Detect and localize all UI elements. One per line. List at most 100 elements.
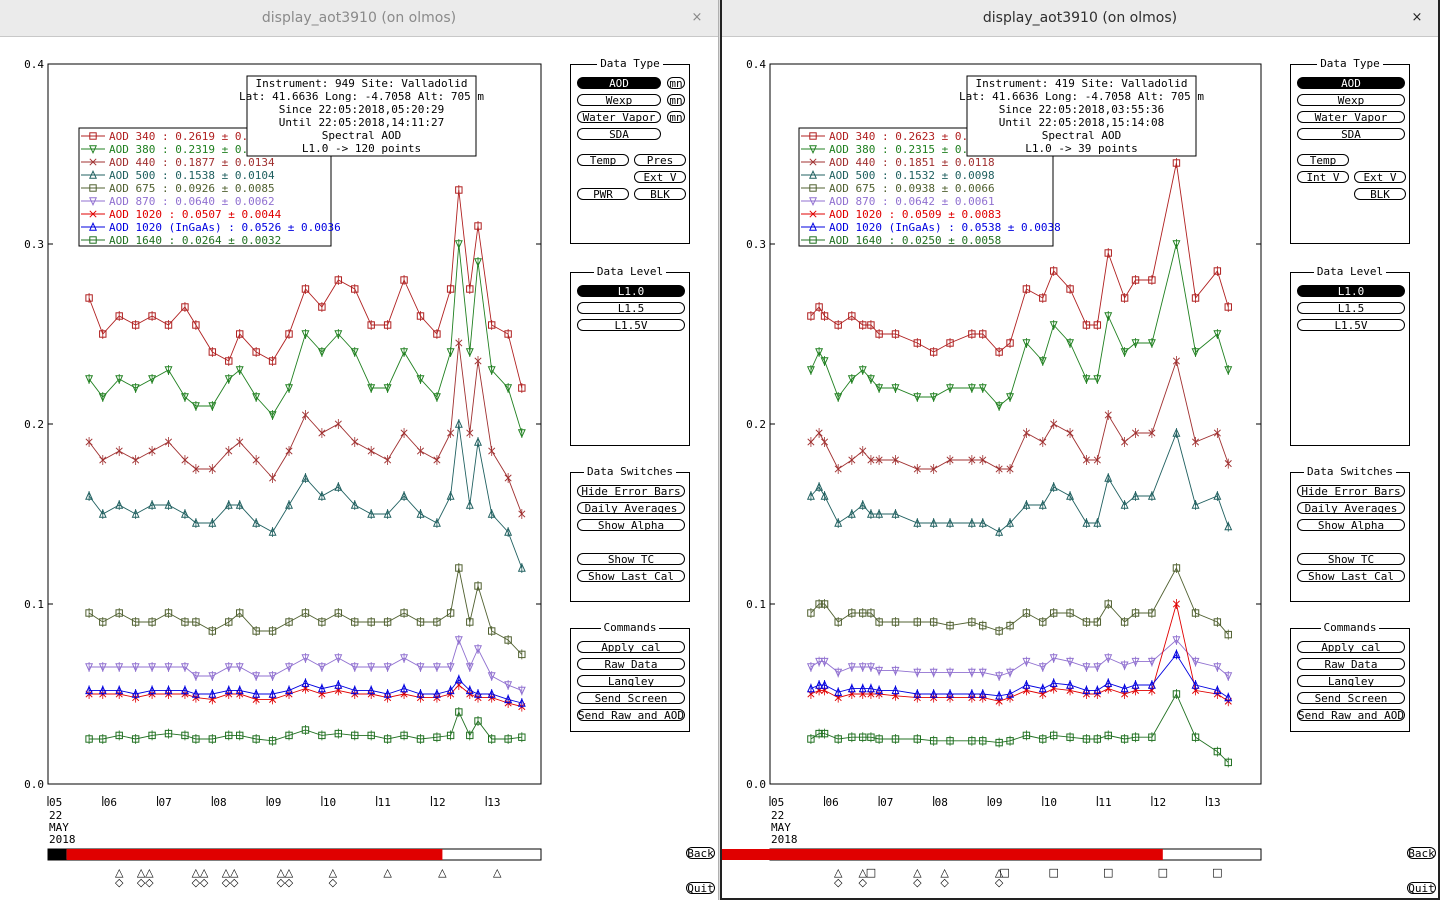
data-point (301, 654, 310, 664)
data-point (474, 688, 482, 698)
data-point (1148, 276, 1156, 284)
left-show-last-cal-button[interactable]: Show Last Cal (577, 570, 685, 582)
data-point (367, 321, 375, 329)
left-back-button[interactable]: Back (686, 847, 715, 860)
data-point (400, 683, 409, 693)
left-water-vapor-button[interactable]: Water Vapor (577, 111, 661, 123)
date-day-label: 22 (771, 809, 784, 822)
left-close-icon[interactable]: × (691, 10, 703, 25)
timeline-marker: △ (940, 866, 949, 879)
data-point (115, 685, 124, 695)
data-point (517, 686, 526, 696)
timeline-marker: □ (1048, 866, 1058, 879)
left-l15-button[interactable]: L1.5 (577, 302, 685, 314)
data-point (848, 609, 856, 617)
left-sda-button[interactable]: SDA (577, 128, 661, 140)
right-temp-button[interactable]: Temp (1297, 154, 1349, 166)
right-close-icon[interactable]: × (1411, 10, 1423, 25)
left-temp-button[interactable]: Temp (577, 154, 629, 166)
left-show-tc-button[interactable]: Show TC (577, 553, 685, 565)
right-sda-button[interactable]: SDA (1297, 128, 1405, 140)
left-pres-button[interactable]: Pres (634, 154, 686, 166)
data-point (1082, 735, 1091, 743)
right-l15v-button[interactable]: L1.5V (1297, 319, 1405, 331)
data-point (1082, 456, 1090, 464)
right-aod-button[interactable]: AOD (1297, 77, 1405, 89)
data-point (866, 683, 875, 693)
data-point (504, 330, 512, 338)
data-point (815, 679, 824, 689)
data-point (1066, 733, 1074, 741)
left-aod-button[interactable]: AOD (577, 77, 661, 89)
data-point (99, 735, 107, 743)
right-water-vapor-button[interactable]: Water Vapor (1297, 111, 1405, 123)
right-int-v-button[interactable]: Int V (1297, 171, 1349, 183)
left-quit-button[interactable]: Quit (686, 882, 715, 895)
right-apply-cal-button[interactable]: Apply cal (1297, 641, 1405, 653)
data-point (807, 735, 815, 743)
left-send-screen-button[interactable]: Send Screen (577, 692, 685, 704)
right-l15-button[interactable]: L1.5 (1297, 302, 1405, 314)
legend-marker (809, 236, 817, 244)
left-raw-data-button[interactable]: Raw Data (577, 658, 685, 670)
right-raw-data-button[interactable]: Raw Data (1297, 658, 1405, 670)
right-daily-averages-button[interactable]: Daily Averages (1297, 502, 1405, 514)
timeline-marker: □ (866, 866, 876, 879)
left-water-vapor-mn-button[interactable]: mn (667, 111, 685, 123)
right-hide-error-bars-button[interactable]: Hide Error Bars (1297, 485, 1405, 497)
right-show-alpha-button[interactable]: Show Alpha (1297, 519, 1405, 531)
right-quit-button[interactable]: Quit (1407, 882, 1436, 895)
left-blk-button[interactable]: BLK (634, 188, 686, 200)
right-show-last-cal-button[interactable]: Show Last Cal (1297, 570, 1405, 582)
timeline-marker: ◇ (115, 876, 124, 889)
left-apply-cal-button[interactable]: Apply cal (577, 641, 685, 653)
data-point (318, 303, 326, 311)
data-point (929, 737, 938, 745)
x-tick-label: 12 (432, 796, 445, 809)
left-aod-mn-button[interactable]: mn (667, 77, 685, 89)
right-back-button[interactable]: Back (1407, 847, 1436, 860)
data-point (85, 685, 94, 695)
data-point (465, 348, 474, 358)
right-blk-button[interactable]: BLK (1354, 188, 1406, 200)
right-wexp-button[interactable]: Wexp (1297, 94, 1405, 106)
right-show-tc-button[interactable]: Show TC (1297, 553, 1405, 565)
left-l15v-button[interactable]: L1.5V (577, 319, 685, 331)
data-point (834, 735, 842, 743)
data-point (1039, 294, 1047, 302)
left-send-raw-aod-button[interactable]: Send Raw and AOD (577, 709, 685, 722)
data-point (1172, 240, 1181, 250)
left-show-alpha-button[interactable]: Show Alpha (577, 519, 685, 531)
right-langley-button[interactable]: Langley (1297, 675, 1405, 687)
left-l10-button[interactable]: L1.0 (577, 285, 685, 297)
data-point (454, 674, 463, 684)
left-ext-v-button[interactable]: Ext V (634, 171, 686, 183)
data-point (858, 683, 867, 693)
data-point (1172, 357, 1180, 365)
right-data-type-panel: Data Type AOD Wexp Water Vapor SDA Temp … (1290, 57, 1410, 244)
data-point (504, 636, 512, 644)
right-l10-button[interactable]: L1.0 (1297, 285, 1405, 297)
left-wexp-button[interactable]: Wexp (577, 94, 661, 106)
right-send-raw-aod-button[interactable]: Send Raw and AOD (1297, 709, 1405, 722)
data-point (1147, 339, 1156, 349)
left-langley-button[interactable]: Langley (577, 675, 685, 687)
right-ext-v-button[interactable]: Ext V (1354, 171, 1406, 183)
left-daily-averages-button[interactable]: Daily Averages (577, 502, 685, 514)
series-aod-340 (85, 185, 526, 393)
left-hide-error-bars-button[interactable]: Hide Error Bars (577, 485, 685, 497)
right-send-screen-button[interactable]: Send Screen (1297, 692, 1405, 704)
data-point (446, 685, 455, 695)
right-data-switches-panel: Data Switches Hide Error Bars Daily Aver… (1290, 465, 1410, 602)
left-data-type-panel: Data Type AOD mn Wexp mn Water Vapor mn … (570, 57, 690, 244)
left-wexp-mn-button[interactable]: mn (667, 94, 685, 106)
data-point (192, 618, 200, 626)
data-point (208, 688, 217, 698)
data-point (318, 731, 326, 740)
data-point (334, 481, 343, 491)
timeline-marker: ◇ (913, 876, 922, 889)
left-pwr-button[interactable]: PWR (577, 188, 629, 200)
timeline-marker: △ (115, 866, 124, 879)
data-point (98, 663, 107, 673)
data-point (891, 330, 900, 338)
